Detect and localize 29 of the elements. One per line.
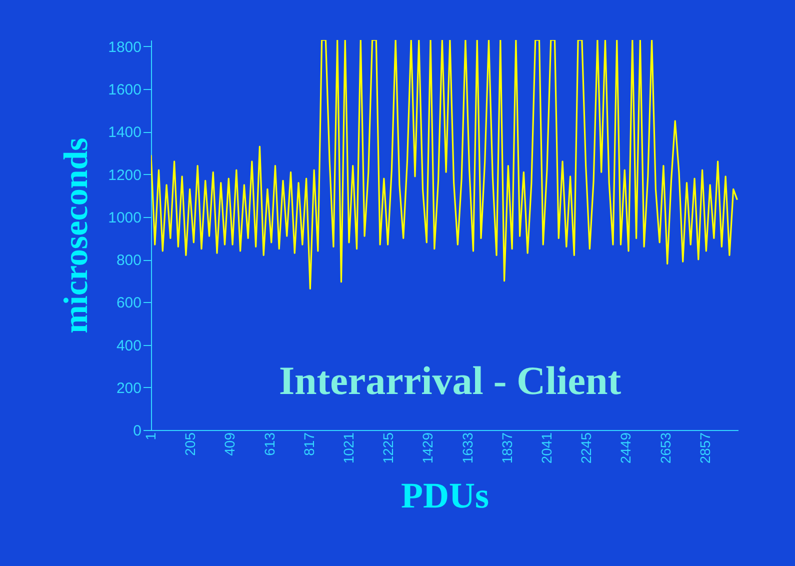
x-axis-title: PDUs bbox=[401, 476, 489, 516]
x-tick-label: 2449 bbox=[618, 432, 634, 464]
line-series bbox=[151, 40, 738, 290]
x-tick-label: 2245 bbox=[578, 432, 594, 464]
y-tick-label: 1000 bbox=[108, 209, 142, 226]
y-tick-label: 1200 bbox=[108, 166, 142, 184]
y-tick-label: 400 bbox=[116, 337, 142, 354]
x-tick-label: 817 bbox=[300, 432, 317, 456]
x-tick-label: 2653 bbox=[657, 432, 674, 464]
x-tick-label: 613 bbox=[261, 432, 278, 456]
x-tick-label: 205 bbox=[182, 432, 198, 456]
x-tick-label: 1429 bbox=[420, 432, 436, 464]
y-tick-label: 1800 bbox=[108, 38, 142, 56]
y-tick-label: 1400 bbox=[108, 124, 142, 142]
annotation: Interarrival - Client bbox=[278, 358, 622, 403]
y-tick-label: 600 bbox=[116, 294, 142, 312]
x-tick-label: 2041 bbox=[538, 432, 554, 464]
y-tick-label: 200 bbox=[116, 380, 142, 397]
x-tick-label: 1633 bbox=[459, 432, 476, 464]
x-tick-label: 1021 bbox=[340, 432, 356, 464]
y-axis-title: microseconds bbox=[58, 138, 96, 334]
x-tick-label: 1837 bbox=[498, 432, 515, 464]
y-tick-label: 0 bbox=[133, 422, 142, 440]
x-tick-label: 1225 bbox=[380, 432, 396, 464]
y-tick-label: 800 bbox=[116, 252, 142, 270]
y-tick-label: 1600 bbox=[108, 82, 142, 99]
x-tick-label: 2857 bbox=[696, 432, 713, 464]
x-tick-label: 1 bbox=[142, 432, 158, 440]
x-tick-label: 409 bbox=[222, 432, 238, 456]
